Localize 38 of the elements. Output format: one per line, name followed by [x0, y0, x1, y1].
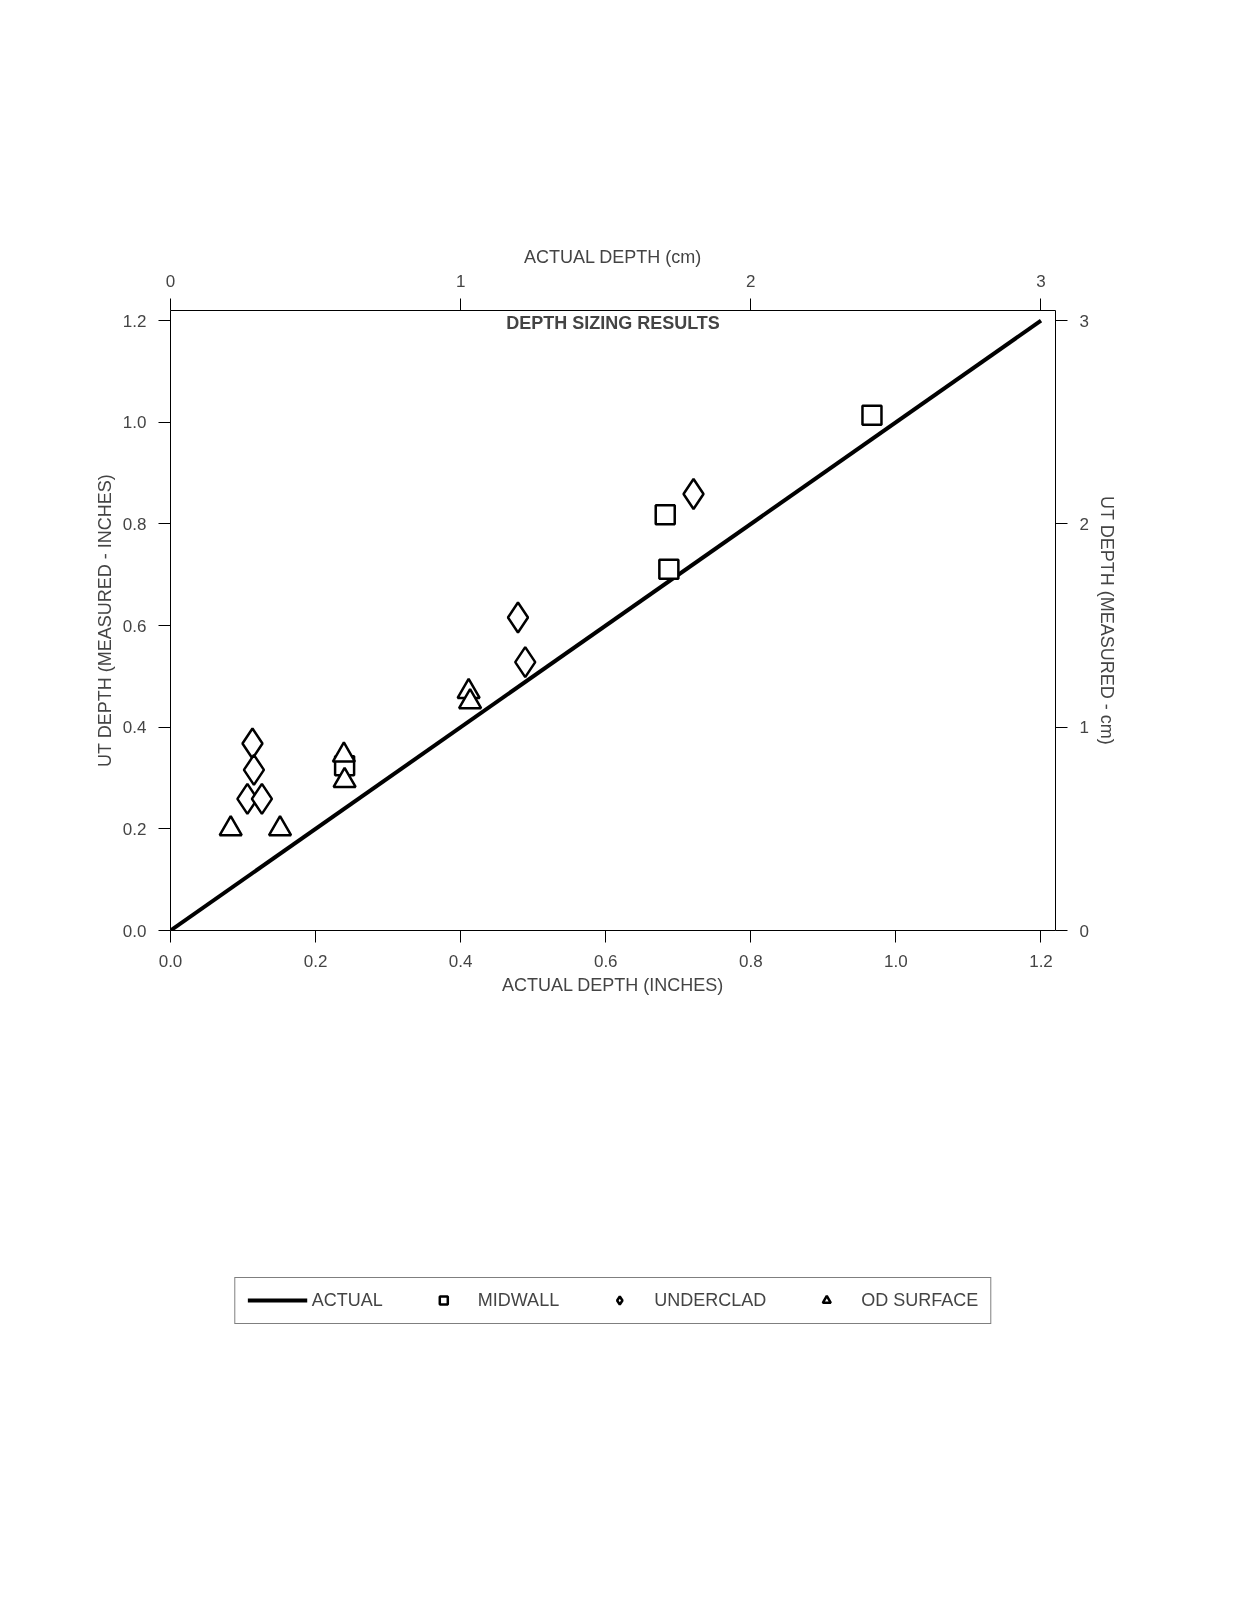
- y-tick-label: 0.4: [122, 718, 147, 738]
- point: [654, 504, 676, 526]
- y2-tick-label: 1: [1079, 718, 1089, 738]
- point: [242, 753, 266, 787]
- y2-axis-title: UT DEPTH (MEASURED - cm): [1096, 496, 1117, 745]
- x-tick-label: 0.2: [303, 951, 328, 971]
- point: [861, 404, 883, 426]
- y-tick-label: 0.8: [122, 514, 147, 534]
- y-tick-label: 1.0: [122, 413, 147, 433]
- x2-tick-label: 0: [165, 271, 176, 291]
- y-tick-label: 0.2: [122, 819, 147, 839]
- x-tick-label: 0.0: [158, 951, 183, 971]
- x-tick-label: 0.6: [593, 951, 618, 971]
- x-axis-title: ACTUAL DEPTH (INCHES): [501, 974, 724, 995]
- point: [250, 782, 274, 816]
- point: [513, 645, 537, 679]
- legend-label: MIDWALL: [477, 1289, 560, 1311]
- x2-tick-label: 3: [1036, 271, 1046, 291]
- y-tick-label: 1.2: [122, 311, 147, 331]
- x-tick-label: 1.2: [1029, 951, 1053, 971]
- legend-label: OD SURFACE: [861, 1289, 979, 1311]
- y-tick-label: 0.0: [122, 921, 147, 941]
- point: [658, 558, 680, 580]
- y-tick-label: 0.6: [122, 616, 147, 636]
- chart-title: DEPTH SIZING RESULTS: [506, 312, 720, 333]
- y2-tick-label: 3: [1079, 311, 1089, 331]
- y2-tick-label: 2: [1079, 514, 1089, 534]
- x2-tick-label: 1: [455, 271, 466, 291]
- legend-label: UNDERCLAD: [654, 1289, 767, 1311]
- y2-tick-label: 0: [1079, 921, 1089, 941]
- x-tick-label: 1.0: [884, 951, 908, 971]
- legend-label: ACTUAL: [311, 1289, 383, 1311]
- x-tick-label: 0.8: [739, 951, 763, 971]
- x2-axis-title: ACTUAL DEPTH (cm): [524, 246, 702, 267]
- point: [506, 601, 530, 634]
- x-tick-label: 0.4: [448, 951, 473, 971]
- x2-tick-label: 2: [746, 271, 756, 291]
- y-axis-title: UT DEPTH (MEASURED - INCHES): [94, 474, 115, 767]
